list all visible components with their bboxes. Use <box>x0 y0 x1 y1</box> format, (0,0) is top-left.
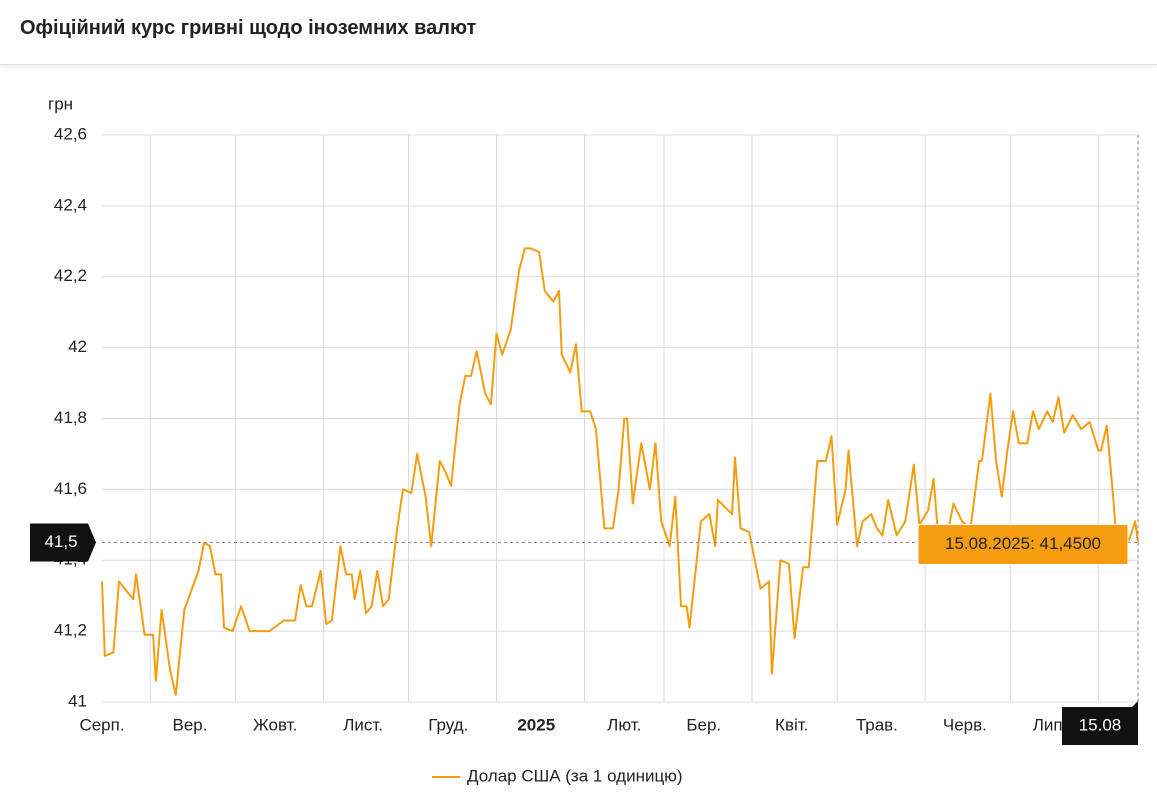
header: Офіційний курс гривні щодо іноземних вал… <box>0 0 1157 65</box>
y-tick-label: 42,2 <box>54 266 87 285</box>
tooltip-box <box>917 524 1129 566</box>
y-axis-label: грн <box>48 94 73 113</box>
x-tick-label: Трав. <box>856 715 898 734</box>
x-tick-label: Серп. <box>79 715 124 734</box>
x-tick-label: Лист. <box>343 715 383 734</box>
y-tick-label: 41,6 <box>54 479 87 498</box>
y-crosshair-box <box>30 523 96 562</box>
y-tick-label: 42,4 <box>54 195 87 214</box>
y-tick-label: 41,2 <box>54 621 87 640</box>
x-tick-label: Квіт. <box>775 715 808 734</box>
x-tick-label: Черв. <box>943 715 987 734</box>
legend-label: Долар США (за 1 одиницю) <box>467 766 683 785</box>
y-tick-label: 41 <box>68 691 87 710</box>
tooltip-text: 15.08.2025: 41,4500 <box>945 534 1101 553</box>
y-tick-label: 42,6 <box>54 124 87 143</box>
chart: грн 4141,241,441,641,84242,242,442,6Серп… <box>30 94 1139 785</box>
x-tick-label: Лип. <box>1033 715 1068 734</box>
x-tick-label: Лют. <box>607 715 641 734</box>
x-tick-label: Вер. <box>172 715 207 734</box>
y-tick-label: 41,8 <box>54 408 87 427</box>
y-crosshair-label: 41,5 <box>44 532 77 551</box>
x-tick-label: Бер. <box>686 715 721 734</box>
x-tick-label: Груд. <box>428 715 468 734</box>
data-line <box>101 247 1139 696</box>
x-tick-label: Жовт. <box>253 715 297 734</box>
page-title: Офіційний курс гривні щодо іноземних вал… <box>20 16 477 39</box>
x-crosshair-label: 15.08 <box>1079 715 1122 734</box>
y-tick-label: 42 <box>68 337 87 356</box>
x-tick-label: 2025 <box>517 715 555 734</box>
x-crosshair-box <box>1062 701 1138 745</box>
